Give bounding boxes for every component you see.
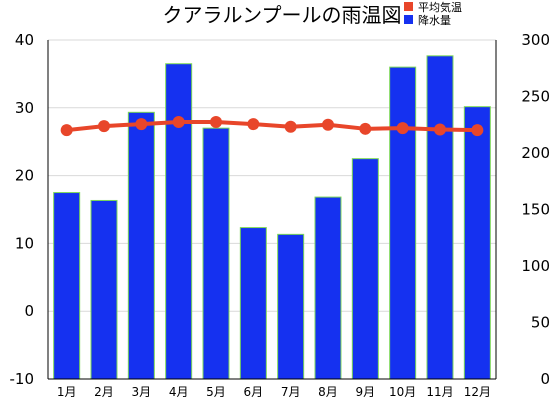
y-right-tick-label: 300	[521, 31, 550, 49]
y-right-tick-label: 50	[531, 314, 550, 332]
temperature-line-path	[66, 120, 478, 133]
precipitation-bar	[426, 55, 454, 380]
legend-swatch-precipitation	[404, 15, 413, 24]
y-left-tick-label: 30	[15, 99, 34, 117]
temperature-point	[434, 123, 446, 136]
legend-label-precipitation: 降水量	[418, 13, 451, 27]
y-left-tick-label: 20	[15, 167, 34, 185]
temperature-point	[396, 122, 409, 135]
y-right-tick-label: 150	[521, 201, 550, 219]
x-tick-label: 6月	[244, 385, 264, 399]
legend-swatch-temperature	[404, 2, 413, 11]
x-tick-label: 3月	[132, 385, 152, 399]
temperature-point	[471, 124, 484, 137]
x-tick-label: 1月	[57, 385, 77, 399]
precipitation-bar	[202, 127, 230, 380]
y-right-tick-label: 250	[521, 88, 550, 106]
precipitation-bar	[277, 233, 305, 380]
precipitation-bar	[239, 227, 267, 380]
axes	[47, 40, 497, 380]
x-tick-label: 4月	[169, 385, 189, 399]
precipitation-bar	[53, 192, 81, 380]
precipitation-bar	[127, 111, 155, 380]
y-right-tick-label: 0	[540, 370, 550, 388]
x-tick-label: 5月	[206, 385, 226, 399]
temperature-line	[60, 116, 484, 137]
x-tick-label: 8月	[318, 385, 338, 399]
y-left-tick-label: 10	[15, 234, 34, 252]
temperature-point	[322, 118, 334, 131]
y-right-tick-label: 200	[521, 144, 550, 162]
x-tick-label: 12月	[464, 385, 491, 399]
x-tick-label: 9月	[356, 385, 376, 399]
precipitation-bar	[389, 66, 417, 380]
legend-label-temperature: 平均気温	[418, 0, 462, 14]
right-y-tick-labels: 300 250 200 150 100 50 0	[521, 31, 550, 388]
left-y-tick-labels: 40 30 20 10 0 -10	[10, 31, 35, 388]
gridlines	[48, 39, 496, 312]
temperature-point	[247, 118, 260, 131]
legend: 平均気温 降水量	[404, 0, 462, 27]
temperature-point	[172, 116, 185, 129]
precipitation-bar	[463, 106, 491, 380]
precipitation-bar	[165, 63, 193, 380]
y-left-tick-label: 40	[15, 31, 34, 49]
y-left-tick-label: 0	[24, 302, 34, 320]
x-tick-label: 2月	[94, 385, 114, 399]
precipitation-bar	[314, 196, 342, 380]
y-right-tick-label: 100	[521, 257, 550, 275]
precipitation-bar	[351, 158, 379, 380]
temperature-point	[359, 122, 372, 135]
y-left-tick-label: -10	[10, 370, 35, 388]
temperature-point	[60, 124, 73, 137]
precipitation-bar	[90, 199, 118, 380]
temperature-point	[210, 116, 222, 129]
temperature-point	[98, 120, 110, 133]
bars	[53, 55, 491, 380]
temperature-point	[284, 120, 297, 133]
temperature-point	[135, 118, 148, 131]
x-tick-labels: 1月 2月 3月 4月 5月 6月 7月 8月 9月 10月 11月 12月	[57, 385, 491, 399]
x-tick-label: 11月	[426, 385, 453, 399]
x-tick-label: 10月	[389, 385, 416, 399]
x-tick-label: 7月	[281, 385, 301, 399]
chart-title: クアラルンプールの雨温図	[163, 3, 402, 27]
